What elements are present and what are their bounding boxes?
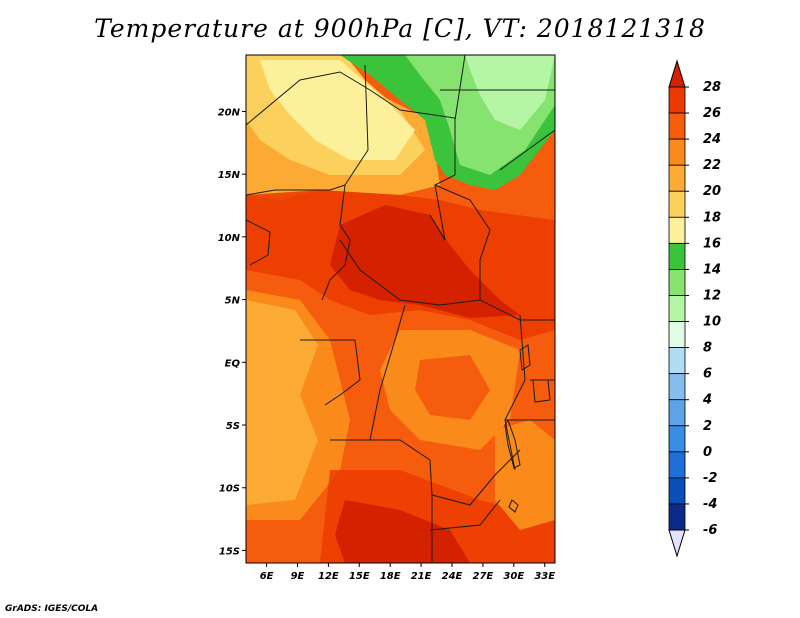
page-title: Temperature at 900hPa [C], VT: 201812131… bbox=[94, 14, 706, 43]
lon-tick-label: 33E bbox=[534, 571, 555, 582]
colorbar-swatch bbox=[668, 112, 686, 140]
colorbar-swatch bbox=[668, 164, 686, 192]
country-borders bbox=[246, 55, 555, 563]
colorbar-label: 24 bbox=[703, 132, 721, 147]
colorbar-swatch bbox=[668, 399, 686, 427]
lon-tick-label: 12E bbox=[318, 571, 339, 582]
lat-tick-label: 5N bbox=[225, 296, 241, 307]
colorbar-swatch bbox=[668, 451, 686, 479]
lon-tick-label: 15E bbox=[349, 571, 370, 582]
colorbar-label: 18 bbox=[703, 210, 721, 225]
lon-tick-label: 9E bbox=[291, 571, 305, 582]
colorbar-swatch bbox=[668, 425, 686, 453]
longitude-ticks: 6E 9E 12E 15E 18E 21E 24E 27E 30E 33E bbox=[260, 563, 555, 582]
lat-tick-label: 10N bbox=[218, 233, 241, 244]
lake-outlines bbox=[504, 344, 551, 513]
colorbar-label: -4 bbox=[703, 497, 717, 512]
colorbar-label: 16 bbox=[703, 236, 721, 251]
colorbar-label: 4 bbox=[702, 393, 712, 408]
colorbar-swatch bbox=[668, 269, 686, 296]
colorbar-over-triangle bbox=[668, 59, 686, 88]
colorbar-label: 14 bbox=[703, 262, 721, 277]
colorbar-swatch bbox=[668, 477, 686, 505]
lon-tick-label: 21E bbox=[411, 571, 432, 582]
colorbar-label: 6 bbox=[703, 367, 712, 382]
colorbar-swatch bbox=[668, 190, 686, 218]
colorbar-label: 8 bbox=[703, 341, 712, 356]
latitude-ticks: 20N 15N 10N 5N EQ 5S 10S 15S bbox=[218, 107, 246, 557]
colorbar-label: 2 bbox=[703, 419, 712, 434]
colorbar-label: 26 bbox=[703, 106, 721, 121]
colorbar-swatch bbox=[668, 86, 686, 114]
colorbar-swatch bbox=[668, 216, 686, 244]
colorbar-swatch bbox=[668, 347, 686, 375]
colorbar-label: 20 bbox=[703, 184, 721, 199]
colorbar-label: 28 bbox=[703, 80, 721, 95]
lon-tick-label: 27E bbox=[473, 571, 494, 582]
colorbar-swatch bbox=[668, 321, 686, 348]
lon-tick-label: 18E bbox=[380, 571, 401, 582]
colorbar-label: -6 bbox=[703, 523, 717, 538]
colorbar-swatch bbox=[668, 295, 686, 322]
colorbar-swatch bbox=[668, 503, 686, 531]
colorbar-label: 22 bbox=[703, 158, 721, 173]
credit-text: GrADS: IGES/COLA bbox=[5, 604, 99, 614]
colorbar-label: 10 bbox=[703, 315, 721, 330]
lat-tick-label: EQ bbox=[225, 358, 241, 369]
lat-tick-label: 5S bbox=[226, 421, 240, 432]
lat-tick-label: 10S bbox=[219, 484, 240, 495]
lat-tick-label: 15N bbox=[218, 170, 241, 181]
lat-tick-label: 15S bbox=[219, 546, 240, 557]
temperature-field bbox=[246, 55, 555, 563]
colorbar-label: 0 bbox=[703, 445, 712, 460]
colorbar-swatch bbox=[668, 138, 686, 166]
lon-tick-label: 30E bbox=[503, 571, 524, 582]
colorbar-under-triangle bbox=[668, 529, 686, 558]
lon-tick-label: 6E bbox=[260, 571, 274, 582]
colorbar-swatch bbox=[668, 242, 686, 270]
colorbar-label: -2 bbox=[703, 471, 717, 486]
map-frame bbox=[245, 54, 556, 564]
colorbar-swatch bbox=[668, 373, 686, 401]
lon-tick-label: 24E bbox=[442, 571, 463, 582]
colorbar-label: 12 bbox=[703, 288, 721, 303]
lat-tick-label: 20N bbox=[218, 107, 241, 118]
